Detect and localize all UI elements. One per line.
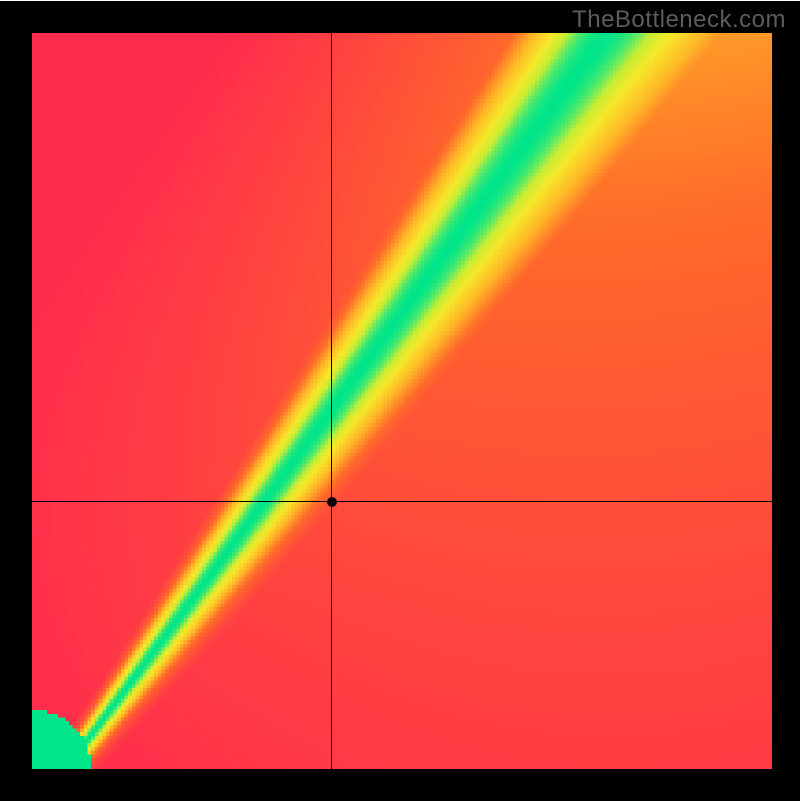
bottleneck-heatmap <box>0 1 800 801</box>
target-point-marker <box>327 497 337 507</box>
watermark-text: TheBottleneck.com <box>572 6 786 34</box>
figure-container: TheBottleneck.com <box>0 0 800 800</box>
crosshair-horizontal <box>32 501 772 502</box>
heatmap-canvas <box>32 33 772 769</box>
crosshair-vertical <box>331 33 332 769</box>
